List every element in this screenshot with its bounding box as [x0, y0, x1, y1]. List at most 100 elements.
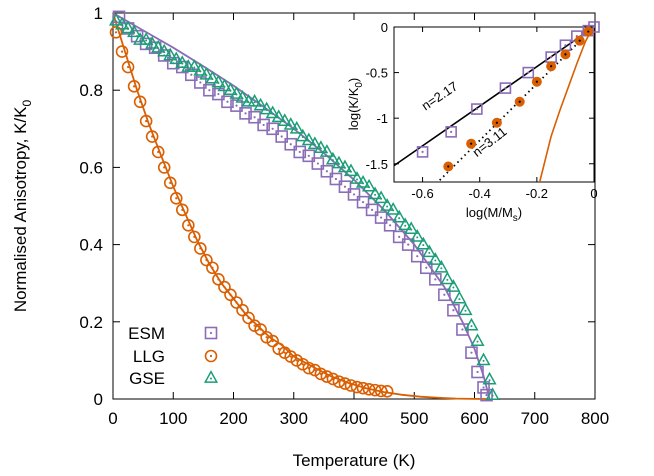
inset-data-point-llg	[546, 61, 557, 72]
data-point-gse	[470, 333, 485, 346]
main-chart: 0 100 200 300 400 500 600 700 80000.20.40.60.81 …	[11, 4, 609, 470]
data-point-esm	[248, 110, 261, 124]
x-tick-label: 100	[159, 409, 187, 428]
x-tick-label: 300	[280, 409, 308, 428]
data-point-gse	[139, 32, 154, 45]
data-point-llg	[139, 114, 153, 128]
data-point-llg	[380, 384, 394, 398]
data-point-gse	[319, 144, 334, 157]
data-point-gse	[446, 279, 461, 292]
inset-data-point-llg	[491, 117, 502, 128]
data-point-llg	[127, 80, 141, 93]
legend-label-esm: ESM	[128, 324, 165, 343]
data-point-gse	[253, 97, 268, 111]
data-point-gse	[440, 271, 455, 285]
data-point-gse	[416, 236, 431, 250]
data-point-esm	[239, 107, 252, 120]
data-point-gse	[368, 186, 383, 200]
y-tick-label: 1	[94, 4, 103, 23]
legend: ESM LLG GSE	[128, 324, 219, 388]
inset-x-tick-label: -0.4	[469, 186, 491, 201]
inset-y-axis-label-main: log(K/K	[346, 87, 361, 130]
x-tick-label: 600	[460, 409, 488, 428]
data-point-esm	[383, 219, 397, 232]
legend-marker-gse	[203, 370, 219, 383]
inset-plot-frame	[393, 26, 595, 183]
data-point-gse	[331, 155, 346, 169]
data-point-gse	[157, 43, 172, 57]
data-point-gse	[301, 132, 316, 146]
data-point-gse	[193, 63, 208, 76]
y-axis-label-main: Normalised Anisotropy, K/K	[11, 106, 30, 312]
data-point-gse	[187, 59, 202, 72]
data-point-llg	[218, 280, 231, 294]
data-point-esm	[329, 172, 343, 186]
main-data-points	[108, 10, 500, 402]
data-point-gse	[205, 70, 220, 84]
inset-data-point-esm	[445, 126, 457, 138]
data-point-gse	[235, 90, 250, 103]
inset-x-tick-label: -0.6	[411, 186, 433, 201]
inset-data-point-llg	[583, 26, 594, 37]
legend-label-llg: LLG	[133, 347, 165, 366]
x-tick-label: 0	[108, 409, 117, 428]
data-point-gse	[410, 229, 425, 242]
inset-x-tick-label: -0.2	[526, 186, 548, 201]
data-point-gse	[362, 178, 377, 192]
data-point-esm	[230, 99, 243, 112]
inset-x-axis-label-subscript: s	[513, 213, 518, 224]
data-point-gse	[151, 39, 166, 53]
data-point-esm	[447, 303, 460, 317]
data-point-gse	[313, 140, 328, 153]
inset-chart: -0.6 -0.4 -0.2 0-1.5-1-0.50 n=2.17n=3.11 lo…	[346, 20, 600, 224]
data-point-llg	[121, 60, 135, 74]
y-tick-label: 0.6	[79, 158, 103, 177]
inset-x-axis-label: log(M/Ms)	[466, 205, 522, 224]
data-point-esm	[302, 149, 316, 163]
x-tick-label: 700	[521, 409, 549, 428]
data-point-gse	[458, 302, 473, 316]
data-point-gse	[337, 159, 353, 173]
data-point-esm	[221, 95, 234, 109]
data-point-llg	[242, 311, 255, 325]
inset-y-axis-label-subscript: 0	[354, 82, 365, 88]
data-point-gse	[127, 24, 142, 38]
data-point-gse	[452, 290, 467, 304]
data-point-llg	[109, 25, 123, 39]
data-point-gse	[108, 12, 124, 26]
inset-data-point-llg	[466, 138, 477, 149]
data-point-esm	[347, 188, 361, 201]
data-point-gse	[404, 221, 419, 235]
data-point-gse	[265, 105, 280, 119]
data-point-esm	[477, 381, 490, 394]
inset-data-point-esm	[522, 66, 535, 79]
data-point-esm	[194, 76, 207, 89]
data-point-llg	[230, 296, 243, 309]
data-point-gse	[386, 201, 401, 215]
data-point-esm	[275, 130, 289, 143]
data-point-llg	[254, 323, 267, 336]
data-point-gse	[175, 55, 190, 69]
data-point-gse	[355, 174, 371, 188]
inset-data-point-esm	[471, 103, 483, 115]
data-point-llg	[212, 273, 225, 286]
data-point-gse	[307, 136, 322, 150]
data-point-llg	[266, 334, 279, 348]
x-tick-label: 200	[219, 409, 247, 428]
data-point-llg	[115, 45, 129, 58]
data-point-gse	[485, 387, 500, 401]
legend-marker-llg	[204, 349, 218, 363]
data-point-llg	[133, 95, 147, 109]
data-point-gse	[482, 371, 497, 385]
inset-x-axis-label-end: )	[518, 205, 522, 220]
data-point-gse	[217, 78, 232, 92]
inset-x-axis-label-main: log(M/M	[466, 205, 513, 220]
inset-data-point-esm	[499, 82, 512, 94]
data-point-llg	[157, 161, 171, 174]
data-point-gse	[349, 171, 365, 184]
data-point-gse	[145, 36, 160, 49]
data-point-esm	[203, 83, 216, 97]
data-point-esm	[338, 180, 352, 193]
inset-axis-ticks: -0.6 -0.4 -0.2 0 -1.5 -1 -0.5 0	[366, 20, 598, 201]
